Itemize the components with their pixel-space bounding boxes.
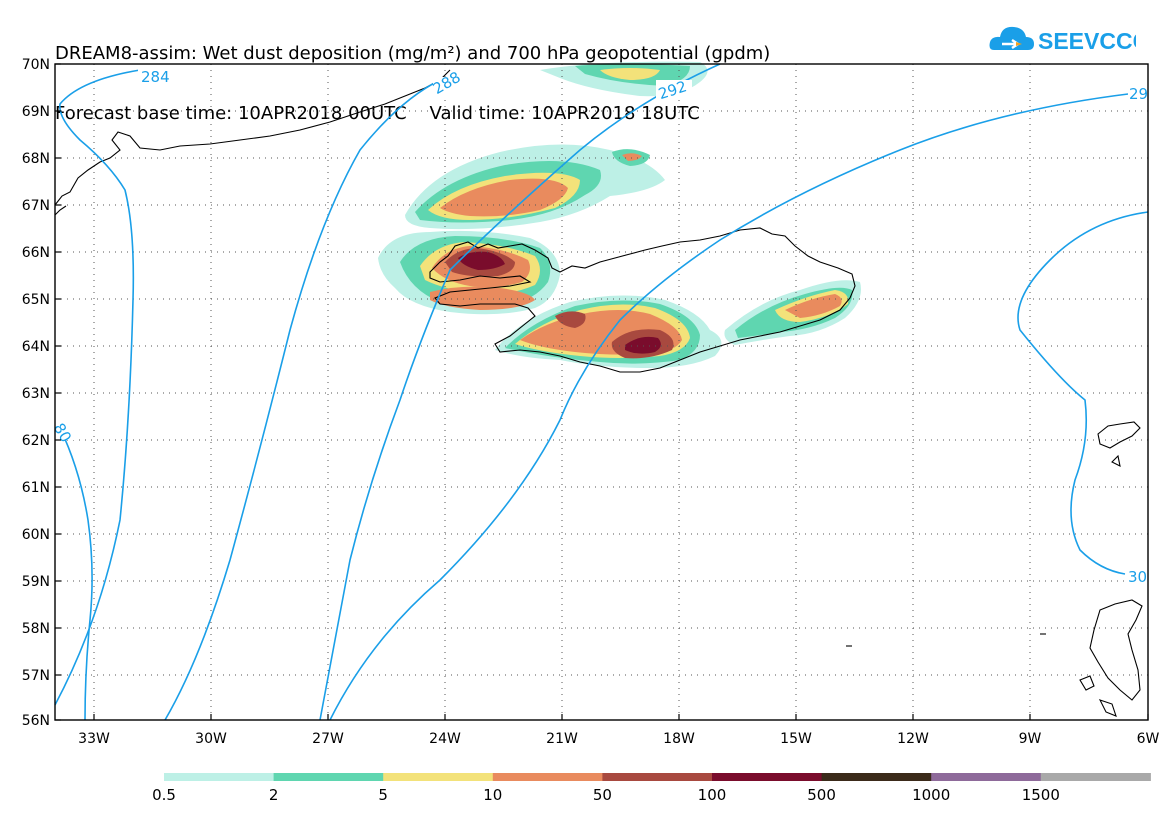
lon-label: 18W (663, 731, 695, 747)
lon-label: 24W (429, 731, 461, 747)
lat-label: 57N (22, 668, 50, 684)
lat-label: 68N (22, 151, 50, 167)
contour-300 (1017, 211, 1149, 575)
cloud-logo-icon (989, 26, 1034, 50)
legend-swatch (602, 773, 713, 781)
lat-label: 61N (22, 480, 50, 496)
lon-label: 9W (1019, 731, 1042, 747)
lat-label: 65N (22, 292, 50, 308)
map-title: DREAM8-assim: Wet dust deposition (mg/m²… (55, 4, 770, 144)
contour-label-30x: 30 (1128, 568, 1147, 586)
dust-deposition-field (378, 61, 861, 368)
legend-label: 1500 (1022, 786, 1060, 804)
lon-label: 15W (780, 731, 812, 747)
legend-label: 2 (269, 786, 279, 804)
logo-text: SEEVCCC (1038, 28, 1136, 54)
lat-label: 60N (22, 527, 50, 543)
lon-label: 12W (897, 731, 929, 747)
lat-label: 62N (22, 433, 50, 449)
contour-296 (329, 93, 1129, 721)
lon-label: 6W (1137, 731, 1160, 747)
color-legend: 0.5 2 5 10 50 100 500 1000 1500 (152, 773, 1151, 804)
contour-label-284: 284 (141, 68, 170, 86)
legend-swatch (492, 773, 603, 781)
lat-label: 56N (22, 713, 50, 729)
lat-label: 66N (22, 245, 50, 261)
title-line-2: Forecast base time: 10APR2018 00UTC Vali… (55, 103, 700, 124)
title-line-1: DREAM8-assim: Wet dust deposition (mg/m²… (55, 43, 771, 64)
lat-label: 70N (22, 57, 50, 73)
lon-label: 33W (78, 731, 110, 747)
legend-label: 0.5 (152, 786, 176, 804)
legend-swatch (164, 773, 275, 781)
legend-label: 10 (483, 786, 502, 804)
lat-label: 59N (22, 574, 50, 590)
lon-label: 21W (546, 731, 578, 747)
legend-label: 5 (378, 786, 388, 804)
contour-288-b (59, 427, 93, 721)
lat-label: 69N (22, 104, 50, 120)
legend-swatch (1040, 773, 1151, 781)
legend-swatch (931, 773, 1042, 781)
contour-292 (319, 63, 721, 721)
latitude-labels: 70N 69N 68N 67N 66N 65N 64N 63N 62N 61N … (22, 57, 50, 729)
legend-swatch (712, 773, 823, 781)
legend-label: 50 (593, 786, 612, 804)
contour-284 (54, 69, 141, 706)
legend-label: 1000 (912, 786, 950, 804)
contour-288 (164, 79, 441, 721)
legend-label: 500 (807, 786, 836, 804)
lat-label: 58N (22, 621, 50, 637)
lon-label: 30W (195, 731, 227, 747)
lat-label: 64N (22, 339, 50, 355)
seevccc-logo: SEEVCCC (989, 26, 1136, 54)
legend-label: 100 (698, 786, 727, 804)
map-frame (54, 63, 1149, 721)
axis-ticks (55, 63, 1149, 721)
contour-label-29x: 29 (1129, 85, 1148, 103)
longitude-labels: 33W 30W 27W 24W 21W 18W 15W 12W 9W 6W (78, 731, 1159, 747)
legend-swatch (273, 773, 384, 781)
lon-label: 27W (312, 731, 344, 747)
legend-swatch (821, 773, 932, 781)
lat-label: 67N (22, 198, 50, 214)
legend-swatch (383, 773, 494, 781)
lat-label: 63N (22, 386, 50, 402)
geopotential-contours (54, 63, 1149, 721)
